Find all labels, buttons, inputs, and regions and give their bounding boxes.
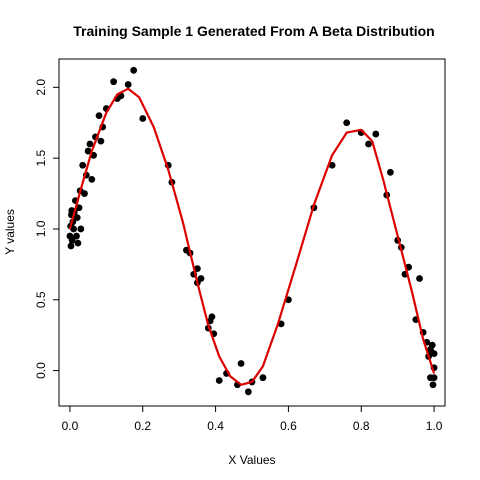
x-tick-label: 0.6 bbox=[280, 419, 297, 433]
data-point bbox=[68, 236, 76, 244]
chart-title: Training Sample 1 Generated From A Beta … bbox=[73, 23, 434, 39]
data-point bbox=[70, 225, 77, 233]
data-point bbox=[237, 360, 245, 367]
data-point bbox=[365, 140, 372, 148]
data-point bbox=[130, 66, 138, 74]
data-point bbox=[110, 78, 118, 86]
plot-frame bbox=[58, 58, 446, 407]
data-point bbox=[372, 130, 380, 138]
data-point bbox=[386, 168, 394, 176]
data-point bbox=[328, 161, 336, 169]
data-point bbox=[67, 242, 75, 250]
y-tick-label: 1.5 bbox=[34, 149, 48, 166]
data-point bbox=[73, 214, 81, 222]
data-point bbox=[74, 239, 82, 247]
data-point bbox=[124, 81, 132, 88]
y-tick-label: 0.5 bbox=[34, 291, 48, 308]
x-tick-label: 0.4 bbox=[207, 419, 224, 433]
x-axis: 0.0 0.2 0.4 0.6 0.8 1.0 bbox=[62, 406, 443, 433]
y-tick-label: 0.0 bbox=[34, 362, 48, 379]
data-point bbox=[215, 377, 223, 384]
data-point bbox=[244, 388, 252, 396]
y-axis: 0.0 0.5 1.0 1.5 2.0 bbox=[34, 79, 59, 379]
data-point bbox=[197, 275, 205, 282]
data-point bbox=[193, 265, 201, 273]
x-tick-label: 0.2 bbox=[134, 419, 151, 433]
data-point bbox=[73, 232, 80, 240]
data-point bbox=[84, 147, 92, 155]
data-point bbox=[430, 374, 438, 382]
x-tick-label: 0.0 bbox=[62, 419, 79, 433]
data-point bbox=[429, 381, 437, 389]
data-point bbox=[79, 161, 87, 169]
data-point bbox=[416, 275, 423, 282]
y-tick-label: 1.0 bbox=[34, 220, 48, 237]
data-point bbox=[139, 115, 147, 122]
fit-line bbox=[68, 87, 436, 386]
data-point bbox=[97, 137, 105, 145]
data-point bbox=[77, 225, 85, 233]
data-point bbox=[259, 374, 267, 382]
data-point bbox=[427, 345, 434, 353]
plot-area bbox=[66, 66, 438, 396]
x-tick-label: 0.8 bbox=[353, 419, 370, 433]
data-point bbox=[208, 313, 216, 321]
data-point bbox=[86, 140, 94, 148]
x-axis-label: X Values bbox=[228, 453, 275, 467]
data-point bbox=[81, 190, 88, 197]
data-point bbox=[88, 175, 96, 183]
y-axis-label: Y values bbox=[3, 209, 17, 255]
data-point bbox=[95, 112, 103, 120]
y-tick-label: 2.0 bbox=[34, 79, 48, 96]
data-point bbox=[343, 119, 351, 127]
x-tick-label: 1.0 bbox=[426, 419, 443, 433]
